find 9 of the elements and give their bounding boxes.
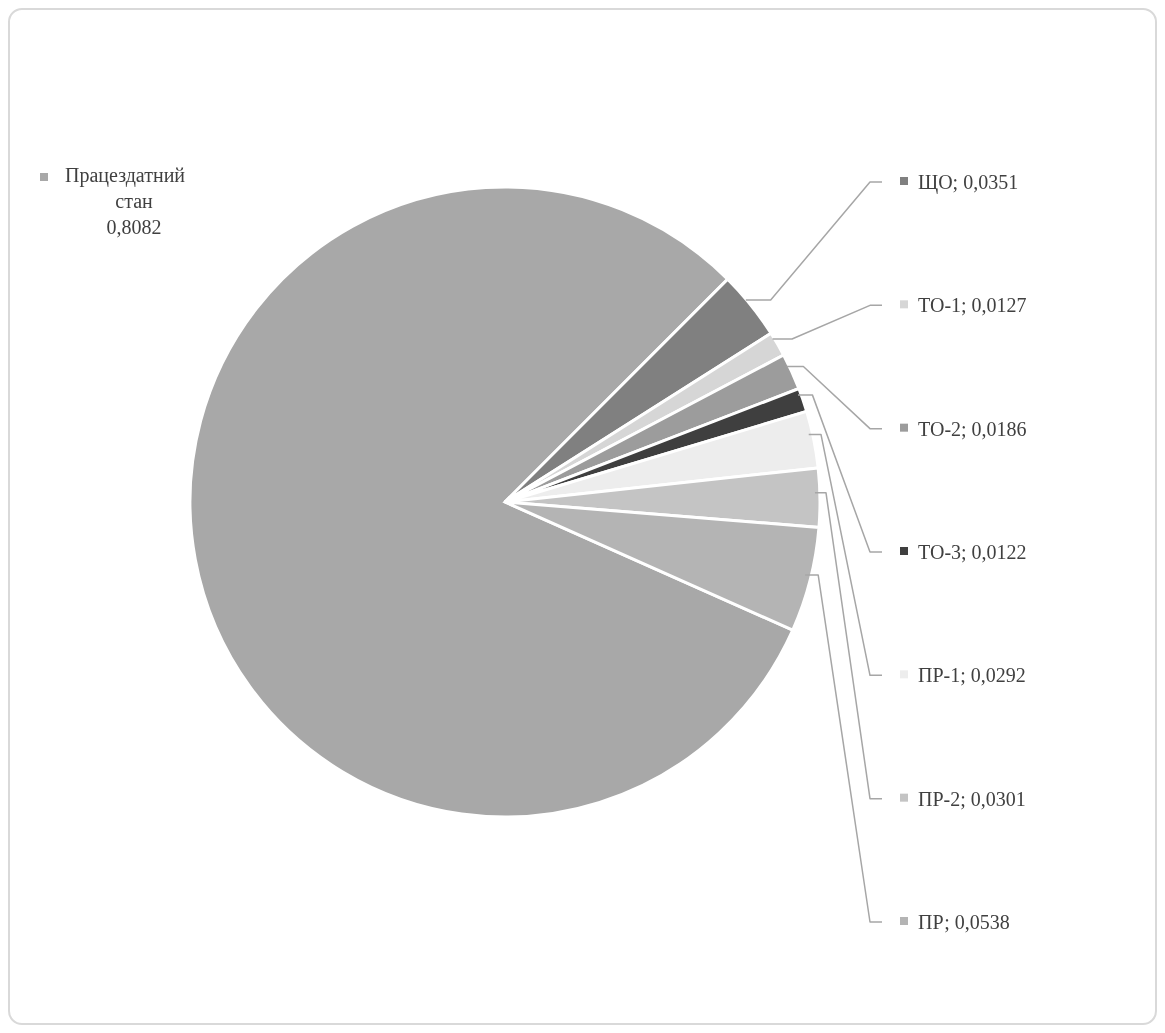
legend-label: ПР; 0,0538 [918,911,1010,933]
legend-label: ТО-1; 0,0127 [918,294,1027,317]
legend-label: ТО-3; 0,0122 [918,541,1027,563]
legend-label: ПР-2; 0,0301 [918,787,1026,810]
data-label: 0,8082 [106,216,162,238]
legend-label: ПР-1; 0,0292 [918,664,1026,687]
legend-label: Працездатний стан [65,164,186,212]
legend-label: ТО-2; 0,0186 [918,417,1027,440]
legend-label: ЩО; 0,0351 [918,171,1019,194]
